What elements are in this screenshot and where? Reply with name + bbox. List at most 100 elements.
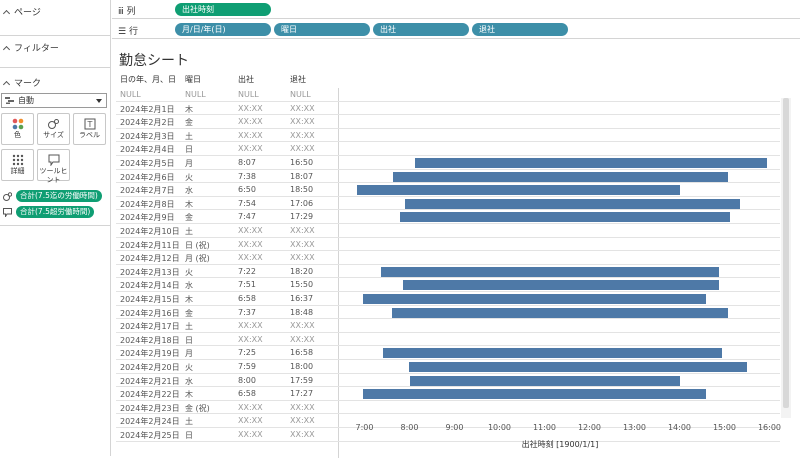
header-out[interactable]: 退社 [290,75,306,84]
date-cell[interactable]: 2024年2月21日 [120,376,180,386]
gantt-bar[interactable] [363,294,706,304]
filters-card-title[interactable]: フィルター [2,41,59,54]
dow-cell[interactable]: 木 [185,199,193,209]
dow-cell[interactable]: 日 (祝) [185,240,210,250]
collapse-chevron-icon[interactable] [2,45,11,54]
dow-cell[interactable]: 土 [185,131,193,141]
in-cell[interactable]: 8:07 [238,158,256,167]
out-cell[interactable]: 16:58 [290,348,314,358]
in-cell[interactable]: XX:XX [238,103,263,113]
dow-cell[interactable]: 木 [185,104,193,114]
date-cell[interactable]: 2024年2月10日 [120,227,180,236]
gantt-bar[interactable] [381,266,720,277]
gantt-bar[interactable] [392,307,729,318]
rows-pill-dow[interactable]: 曜日 [274,23,370,36]
date-cell[interactable]: 2024年2月6日 [120,172,175,182]
dow-cell[interactable]: 火 [185,363,193,372]
out-cell[interactable]: 18:07 [290,171,314,181]
rows-shelf[interactable]: ☰ 行 月/日/年(日) 曜日 出社 退社 [112,20,800,39]
dow-cell[interactable]: 土 [185,322,193,332]
out-cell[interactable]: XX:XX [290,402,315,412]
gantt-bar[interactable] [383,348,723,359]
gantt-bar[interactable] [408,362,747,372]
collapse-chevron-icon[interactable] [2,9,11,18]
detail-button[interactable]: 詳細 [1,149,34,181]
in-cell[interactable]: XX:XX [238,321,263,331]
date-cell[interactable]: 2024年2月22日 [120,390,180,400]
date-cell[interactable]: 2024年2月5日 [120,159,175,168]
in-cell[interactable]: 7:22 [238,266,256,276]
out-cell[interactable]: 16:37 [290,294,314,303]
dow-cell[interactable]: 水 [185,186,193,196]
in-cell[interactable]: XX:XX [238,130,263,140]
dow-cell[interactable]: 火 [185,267,193,277]
out-cell[interactable]: 18:20 [290,266,314,276]
out-cell[interactable]: NULL [290,90,311,99]
out-cell[interactable]: 15:50 [290,280,314,290]
out-cell[interactable]: XX:XX [290,239,315,249]
date-cell[interactable]: 2024年2月4日 [120,145,175,155]
out-cell[interactable]: XX:XX [290,117,315,127]
dow-cell[interactable]: 木 [185,390,193,400]
out-cell[interactable]: XX:XX [290,430,315,439]
dow-cell[interactable]: 月 [185,159,193,168]
in-cell[interactable]: XX:XX [238,253,263,263]
rows-pill-out[interactable]: 退社 [472,23,568,36]
gantt-bar[interactable] [405,198,741,209]
dow-cell[interactable]: 日 [185,431,193,440]
date-cell[interactable]: 2024年2月17日 [120,322,180,332]
date-cell[interactable]: 2024年2月18日 [120,335,180,345]
mark-pill-size[interactable]: 合計(7.5迄の労働時間) [16,190,102,202]
gantt-bar[interactable] [409,375,681,386]
vertical-scrollbar[interactable] [781,98,791,418]
header-date[interactable]: 日の年、月、日 [120,75,176,84]
out-cell[interactable]: XX:XX [290,144,315,154]
in-cell[interactable]: XX:XX [238,402,263,412]
dow-cell[interactable]: 土 [185,227,193,236]
rows-pill-date[interactable]: 月/日/年(日) [175,23,271,36]
dow-cell[interactable]: 金 [185,308,193,318]
in-cell[interactable]: 8:00 [238,375,256,385]
mark-type-dropdown[interactable]: 自動 [1,93,107,108]
dow-cell[interactable]: 月 (祝) [185,254,210,264]
mark-pill-tooltip[interactable]: 合計(7.5超労働時間) [16,206,95,218]
dow-cell[interactable]: 水 [185,376,193,386]
size-button[interactable]: サイズ [37,113,70,145]
dow-cell[interactable]: 水 [185,281,193,291]
date-cell[interactable]: 2024年2月3日 [120,131,175,141]
gantt-bar[interactable] [414,158,768,168]
date-cell[interactable]: 2024年2月16日 [120,308,180,318]
out-cell[interactable]: XX:XX [290,416,315,426]
date-cell[interactable]: 2024年2月23日 [120,403,180,413]
scrollbar-thumb[interactable] [783,98,789,408]
dow-cell[interactable]: 金 [185,213,193,223]
in-cell[interactable]: XX:XX [238,144,263,154]
in-cell[interactable]: XX:XX [238,334,263,344]
in-cell[interactable]: XX:XX [238,416,263,426]
dow-cell[interactable]: 日 [185,335,193,345]
out-cell[interactable]: 17:59 [290,375,314,385]
dow-cell[interactable]: 金 (祝) [185,403,210,413]
date-cell[interactable]: 2024年2月11日 [120,240,180,250]
dow-cell[interactable]: 日 [185,145,193,155]
date-cell[interactable]: 2024年2月7日 [120,186,175,196]
dow-cell[interactable]: 火 [185,172,193,182]
out-cell[interactable]: XX:XX [290,226,315,235]
date-cell[interactable]: 2024年2月24日 [120,417,180,427]
gantt-bar[interactable] [363,389,706,400]
in-cell[interactable]: 6:58 [238,389,256,399]
in-cell[interactable]: 7:59 [238,362,256,371]
date-cell[interactable]: 2024年2月19日 [120,349,180,359]
out-cell[interactable]: 18:50 [290,185,314,195]
date-cell[interactable]: 2024年2月25日 [120,431,180,440]
pages-card-title[interactable]: ページ [2,5,41,18]
date-cell[interactable]: 2024年2月12日 [120,254,180,264]
header-in[interactable]: 出社 [238,75,254,84]
in-cell[interactable]: 7:25 [238,348,256,358]
out-cell[interactable]: XX:XX [290,253,315,263]
out-cell[interactable]: 17:06 [290,198,314,208]
date-cell[interactable]: 2024年2月13日 [120,267,180,277]
out-cell[interactable]: XX:XX [290,321,315,331]
dow-cell[interactable]: NULL [185,90,206,99]
out-cell[interactable]: 18:48 [290,307,314,317]
